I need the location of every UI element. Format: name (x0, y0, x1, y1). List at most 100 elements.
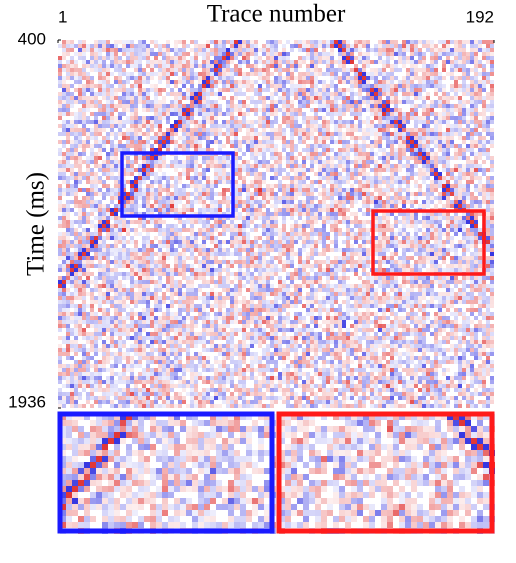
pixel (290, 192, 294, 196)
pixel (262, 252, 266, 256)
pixel (382, 156, 386, 160)
pixel (138, 212, 142, 216)
pixel (146, 120, 150, 124)
pixel (170, 48, 174, 52)
pixel (430, 180, 434, 184)
pixel (318, 104, 322, 108)
pixel (114, 176, 118, 180)
pixel (386, 132, 390, 136)
pixel (266, 232, 270, 236)
pixel (242, 116, 246, 120)
pixel (466, 196, 470, 200)
pixel (162, 144, 166, 148)
pixel (470, 180, 474, 184)
pixel (474, 248, 478, 252)
pixel (158, 260, 162, 264)
pixel (214, 116, 218, 120)
pixel (442, 112, 446, 116)
pixel (338, 128, 342, 132)
pixel (458, 100, 462, 104)
pixel (354, 44, 358, 48)
pixel (414, 216, 418, 220)
pixel (310, 128, 314, 132)
pixel (174, 128, 178, 132)
pixel (134, 204, 138, 208)
pixel (230, 56, 234, 60)
pixel (174, 68, 178, 72)
pixel (430, 56, 434, 60)
pixel (94, 240, 98, 244)
pixel (162, 164, 166, 168)
pixel (234, 200, 238, 204)
pixel (218, 104, 222, 108)
pixel (66, 96, 70, 100)
pixel (414, 172, 418, 176)
pixel (190, 180, 194, 184)
pixel (394, 64, 398, 68)
pixel (114, 208, 118, 212)
pixel (378, 224, 382, 228)
pixel (422, 136, 426, 140)
pixel (486, 248, 490, 252)
pixel (278, 52, 282, 56)
pixel (146, 200, 150, 204)
pixel (106, 164, 110, 168)
pixel (110, 188, 114, 192)
pixel (474, 88, 478, 92)
pixel (474, 156, 478, 160)
pixel (374, 96, 378, 100)
pixel (330, 132, 334, 136)
pixel (238, 108, 242, 112)
pixel (346, 104, 350, 108)
pixel (358, 208, 362, 212)
pixel (450, 168, 454, 172)
pixel (338, 200, 342, 204)
pixel (426, 84, 430, 88)
pixel (210, 76, 214, 80)
pixel (174, 196, 178, 200)
pixel (370, 160, 374, 164)
pixel (162, 108, 166, 112)
pixel (338, 104, 342, 108)
pixel (198, 72, 202, 76)
pixel (182, 92, 186, 96)
pixel (130, 116, 134, 120)
pixel (62, 180, 66, 184)
pixel (466, 124, 470, 128)
pixel (286, 64, 290, 68)
pixel (114, 80, 118, 84)
pixel (202, 100, 206, 104)
pixel (114, 192, 118, 196)
pixel (398, 176, 402, 180)
pixel (418, 136, 422, 140)
pixel (110, 88, 114, 92)
pixel (334, 60, 338, 64)
pixel (406, 156, 410, 160)
pixel (350, 108, 354, 112)
pixel (178, 100, 182, 104)
pixel (486, 116, 490, 120)
pixel (310, 188, 314, 192)
pixel (358, 40, 362, 44)
pixel (214, 156, 218, 160)
pixel (386, 44, 390, 48)
pixel (226, 88, 230, 92)
pixel (354, 64, 358, 68)
pixel (162, 104, 166, 108)
pixel (238, 256, 242, 260)
pixel (142, 248, 146, 252)
pixel (302, 200, 306, 204)
pixel (122, 68, 126, 72)
pixel (82, 220, 86, 224)
pixel (122, 220, 126, 224)
pixel (282, 236, 286, 240)
pixel (174, 204, 178, 208)
pixel (430, 152, 434, 156)
pixel (254, 48, 258, 52)
pixel (234, 184, 238, 188)
pixel (482, 52, 486, 56)
pixel (306, 96, 310, 100)
pixel (298, 56, 302, 60)
pixel (182, 236, 186, 240)
pixel (314, 248, 318, 252)
